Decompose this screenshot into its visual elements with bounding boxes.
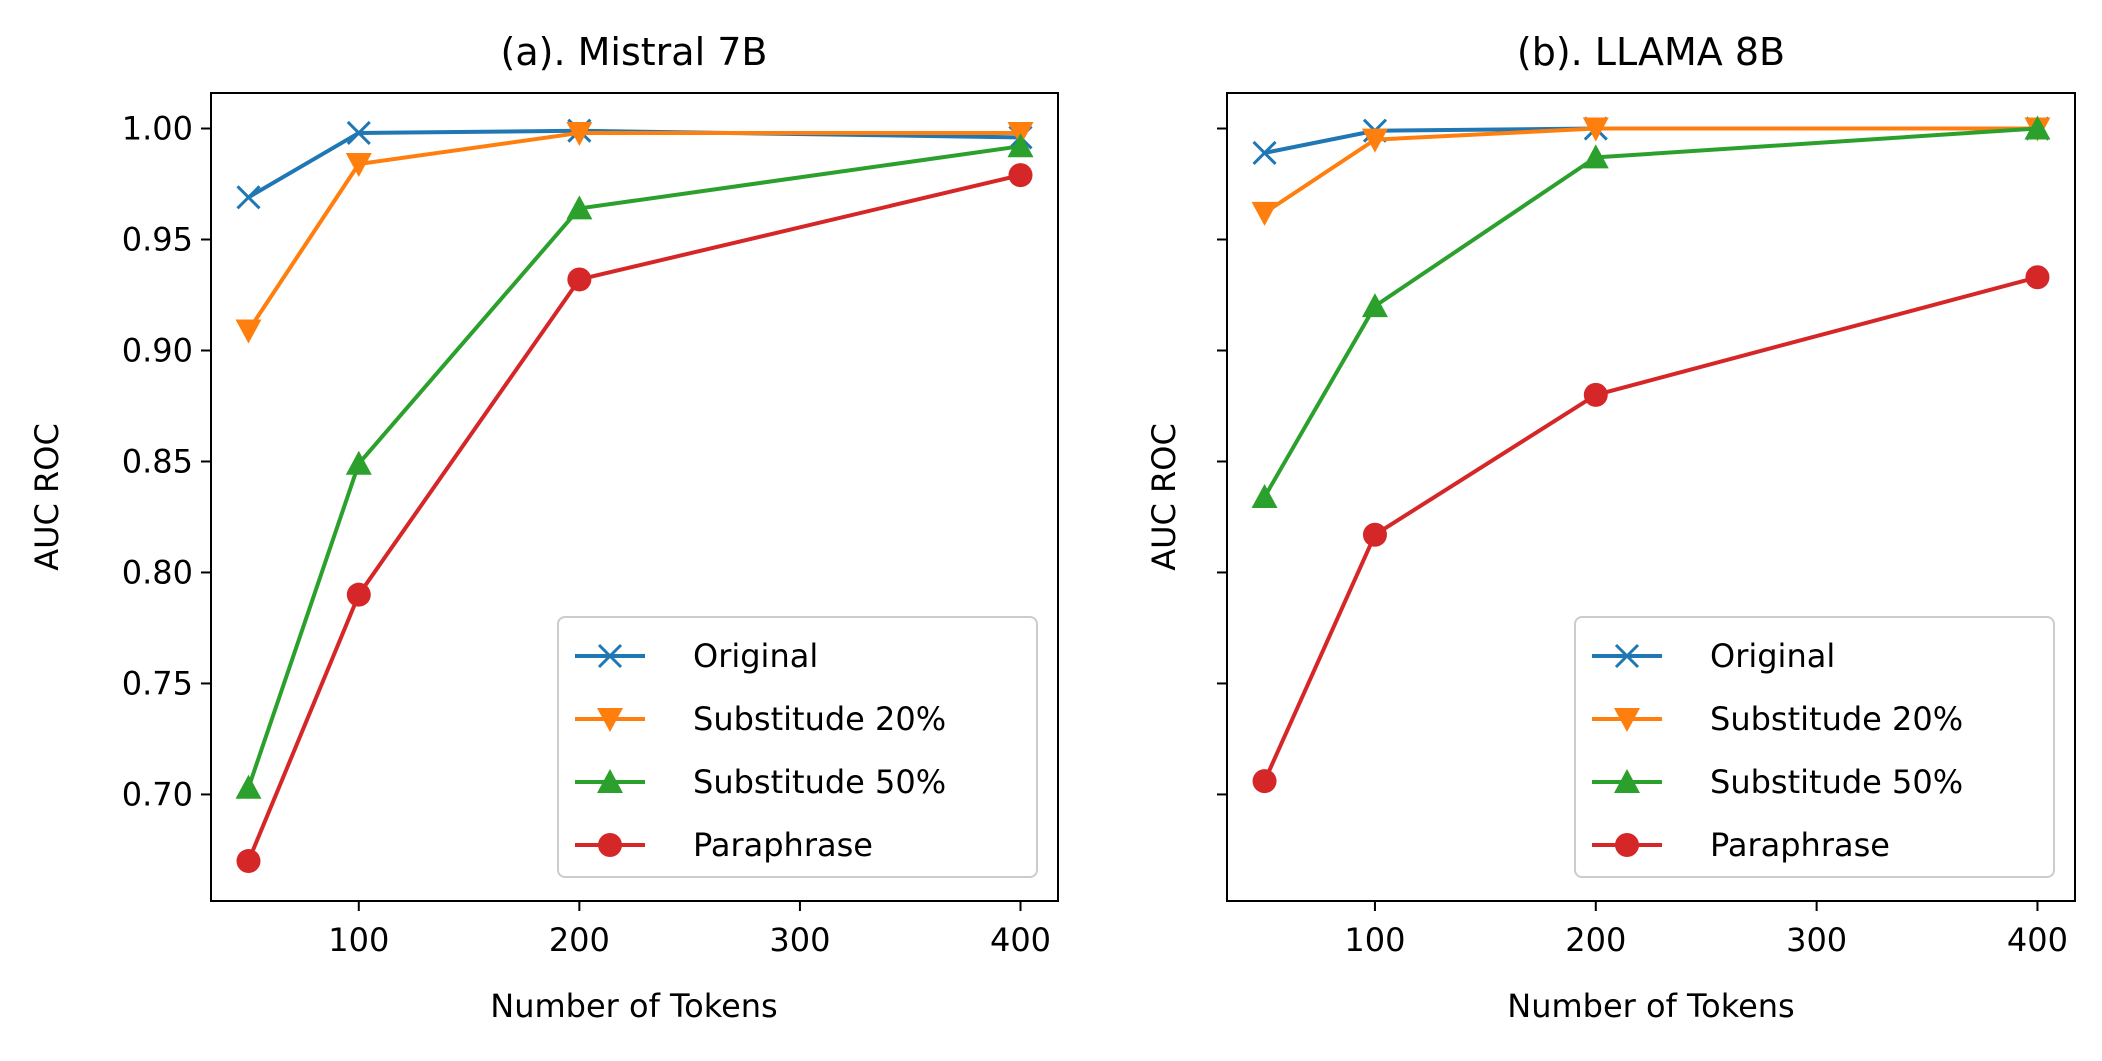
- panel-a-legend-marker: [597, 708, 623, 732]
- panel-b-legend-label: Substitude 50%: [1710, 763, 1963, 801]
- panel-b-series: [1251, 115, 2051, 794]
- panel-a-series: [235, 118, 1034, 874]
- panel-b-legend-marker: [1614, 708, 1640, 732]
- panel-a-y-tick-label: 0.90: [122, 331, 193, 369]
- panel-a-data-point: [567, 267, 592, 292]
- panel-a-legend-label: Original: [693, 637, 818, 675]
- panel-a-x-axis-label: Number of Tokens: [490, 987, 777, 1025]
- panel-a-data-point: [566, 195, 593, 220]
- panel-a-x-tick-label: 400: [990, 921, 1051, 959]
- panel-b-legend-box: [1574, 616, 2055, 878]
- panel-b-data-point: [2024, 115, 2051, 140]
- panel-a-series-line-2: [246, 144, 1021, 789]
- panel-a-x-axis: 100 200 300 400: [328, 901, 1051, 959]
- panel-a-data-point: [1007, 133, 1034, 158]
- panel-b-data-point: [1583, 382, 1608, 407]
- panel-a-data-point: [236, 185, 261, 210]
- panel-a-legend-marker: [597, 643, 623, 669]
- panel-a-data-point: [1008, 163, 1033, 188]
- panel-b-data-point: [1582, 117, 1609, 142]
- panel-b-series-line-1: [1263, 126, 2038, 215]
- panel-b-series-line-2: [1262, 126, 2038, 499]
- panel-b-data-point: [1252, 769, 1277, 794]
- panel-b-data-point: [1251, 201, 1278, 226]
- panel-a-x-tick-label: 100: [328, 921, 389, 959]
- panel-b-legend-label: Original: [1710, 637, 1835, 675]
- panel-b-legend-marker: [1614, 643, 1640, 669]
- panel-a-y-tick-label: 0.70: [122, 775, 193, 813]
- panel-b-data-point: [1361, 128, 1388, 153]
- panel-a-legend-marker: [597, 769, 623, 793]
- panel-a-data-point: [235, 319, 262, 344]
- panel-a-legend-label: Substitude 20%: [693, 700, 946, 738]
- panel-a-y-tick-label: 0.95: [122, 221, 193, 259]
- panel-a-legend-label: Substitude 50%: [693, 763, 946, 801]
- panel-a-y-tick-label: 0.85: [122, 442, 193, 480]
- panel-b-x-axis-label: Number of Tokens: [1507, 987, 1794, 1025]
- panel-a-title: (a). Mistral 7B: [501, 30, 768, 74]
- panel-b-x-tick-label: 300: [1786, 921, 1847, 959]
- panel-a-data-point: [236, 849, 261, 874]
- panel-a-legend: Original Substitude 20% Substitude 50% Para…: [557, 616, 1038, 878]
- panel-b-data-point: [1582, 144, 1609, 169]
- panel-b-legend-label: Paraphrase: [1710, 826, 1890, 864]
- panel-a-data-point: [346, 582, 371, 607]
- panel-a-y-tick-label: 0.75: [122, 664, 193, 702]
- panel-a-legend-label: Paraphrase: [693, 826, 873, 864]
- panel-b-series-line-3: [1262, 275, 2038, 782]
- panel-a-y-tick-label: 0.80: [122, 553, 193, 591]
- panel-a-series-line-1: [246, 130, 1021, 332]
- panel-b: (b). LLAMA 8B 100 200 300 400 Number of Tok…: [1145, 30, 2076, 1025]
- panel-a-x-tick-label: 200: [549, 921, 610, 959]
- panel-a-y-axis-label: AUC ROC: [28, 423, 66, 571]
- panel-b-data-point: [1252, 140, 1277, 165]
- panel-b-legend: Original Substitude 20% Substitude 50% Para…: [1574, 616, 2055, 878]
- panel-b-data-point: [2025, 265, 2050, 290]
- panel-a-legend-box: [557, 616, 1038, 878]
- panel-b-y-axis-label: AUC ROC: [1145, 423, 1183, 571]
- panel-b-legend-marker: [1614, 769, 1640, 793]
- panel-a-x-tick-label: 300: [769, 921, 830, 959]
- panel-a-data-point: [345, 153, 372, 178]
- panel-a-y-axis: 0.70 0.75 0.80 0.85 0.90 0.95 1.00: [122, 110, 211, 813]
- panel-b-x-axis: 100 200 300 400: [1344, 901, 2068, 959]
- panel-b-title: (b). LLAMA 8B: [1517, 30, 1785, 74]
- panel-b-x-tick-label: 200: [1565, 921, 1626, 959]
- panel-b-x-tick-label: 400: [2007, 921, 2068, 959]
- panel-b-data-point: [1251, 484, 1278, 508]
- panel-a: (a). Mistral 7B 0.70 0.75 0.80 0.85 0.90 0.95…: [28, 30, 1059, 1025]
- panel-b-frame: [1226, 92, 2076, 902]
- panel-a-legend-marker: [598, 833, 622, 857]
- panel-a-data-point: [566, 121, 593, 146]
- panel-b-legend-marker: [1615, 833, 1639, 857]
- panel-b-data-point: [1362, 522, 1387, 547]
- panel-a-data-point: [345, 450, 372, 475]
- panel-a-frame: [210, 92, 1059, 902]
- panel-b-y-axis: [1217, 127, 1227, 796]
- panel-b-data-point: [1361, 293, 1388, 318]
- panel-b-legend-label: Substitude 20%: [1710, 700, 1963, 738]
- panel-b-x-tick-label: 100: [1344, 921, 1405, 959]
- panel-a-data-point: [235, 774, 262, 799]
- panel-a-y-tick-label: 1.00: [122, 110, 193, 148]
- panel-a-data-point: [346, 120, 371, 146]
- panel-a-series-line-3: [246, 173, 1021, 862]
